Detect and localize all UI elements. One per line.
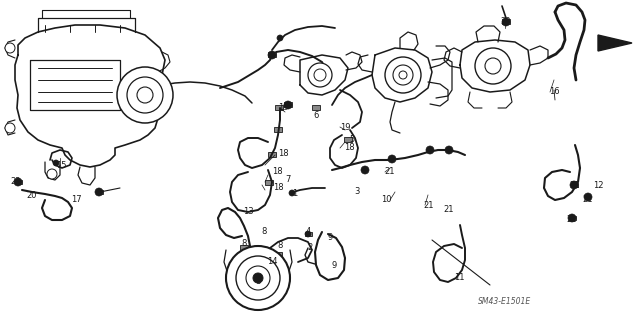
FancyBboxPatch shape	[274, 127, 282, 132]
Text: SM43-E1501E: SM43-E1501E	[478, 298, 532, 307]
Text: 11: 11	[454, 273, 464, 283]
FancyBboxPatch shape	[259, 247, 267, 252]
Circle shape	[14, 178, 22, 186]
Circle shape	[95, 188, 103, 196]
Text: 20: 20	[500, 18, 511, 26]
Circle shape	[268, 51, 276, 59]
Text: 1: 1	[292, 189, 298, 197]
Text: 2: 2	[307, 243, 312, 253]
FancyBboxPatch shape	[305, 232, 312, 236]
Text: 10: 10	[381, 196, 391, 204]
Circle shape	[385, 57, 421, 93]
Text: 7: 7	[285, 175, 291, 184]
Text: 19: 19	[340, 122, 350, 131]
Circle shape	[502, 18, 510, 26]
Text: 8: 8	[241, 239, 246, 248]
Text: 17: 17	[70, 196, 81, 204]
Polygon shape	[598, 35, 632, 51]
Text: 21: 21	[424, 201, 435, 210]
FancyBboxPatch shape	[276, 260, 284, 264]
Circle shape	[117, 67, 173, 123]
FancyBboxPatch shape	[568, 216, 575, 220]
Circle shape	[226, 246, 290, 310]
FancyBboxPatch shape	[570, 183, 577, 187]
Circle shape	[568, 214, 576, 222]
Text: 19: 19	[278, 103, 288, 113]
Circle shape	[475, 48, 511, 84]
Text: 12: 12	[593, 181, 604, 189]
Circle shape	[314, 69, 326, 81]
Circle shape	[445, 146, 453, 154]
Circle shape	[485, 58, 501, 74]
Circle shape	[236, 256, 280, 300]
Circle shape	[253, 273, 263, 283]
Text: 3: 3	[355, 188, 360, 197]
Circle shape	[308, 63, 332, 87]
Text: 14: 14	[267, 257, 277, 266]
Text: 21: 21	[583, 196, 593, 204]
Text: 8: 8	[277, 241, 283, 249]
FancyBboxPatch shape	[275, 105, 283, 110]
Circle shape	[5, 43, 15, 53]
FancyBboxPatch shape	[240, 245, 248, 250]
Text: 18: 18	[344, 144, 355, 152]
FancyBboxPatch shape	[274, 252, 282, 257]
Circle shape	[47, 169, 57, 179]
Circle shape	[399, 71, 407, 79]
FancyBboxPatch shape	[312, 105, 320, 110]
Text: 18: 18	[278, 149, 288, 158]
Text: 18: 18	[273, 183, 284, 192]
Text: 13: 13	[243, 206, 253, 216]
Text: 18: 18	[272, 167, 282, 175]
Text: 21: 21	[567, 216, 577, 225]
FancyBboxPatch shape	[268, 52, 276, 57]
Circle shape	[305, 231, 311, 237]
Circle shape	[5, 123, 15, 133]
FancyBboxPatch shape	[15, 180, 22, 184]
FancyBboxPatch shape	[265, 180, 273, 185]
Circle shape	[361, 166, 369, 174]
FancyBboxPatch shape	[95, 190, 102, 194]
Text: 21: 21	[385, 167, 396, 175]
FancyBboxPatch shape	[284, 102, 292, 107]
FancyBboxPatch shape	[502, 19, 510, 24]
Text: 20: 20	[27, 190, 37, 199]
Circle shape	[137, 87, 153, 103]
Circle shape	[284, 101, 292, 109]
Text: 5: 5	[349, 135, 355, 144]
Text: 8: 8	[261, 227, 267, 236]
Circle shape	[426, 146, 434, 154]
Circle shape	[388, 155, 396, 163]
Circle shape	[570, 181, 578, 189]
Text: FR.: FR.	[600, 38, 621, 48]
Text: 15: 15	[56, 160, 67, 169]
Text: 9: 9	[328, 234, 333, 242]
Circle shape	[289, 190, 295, 196]
Circle shape	[246, 266, 270, 290]
Circle shape	[53, 160, 59, 166]
Text: 8: 8	[255, 277, 260, 286]
FancyBboxPatch shape	[264, 279, 272, 284]
Circle shape	[277, 35, 283, 41]
Text: 21: 21	[444, 205, 454, 214]
Text: 4: 4	[305, 227, 310, 236]
Text: 9: 9	[332, 261, 337, 270]
Text: 21: 21	[570, 181, 580, 189]
Circle shape	[584, 193, 592, 201]
Text: 16: 16	[548, 87, 559, 97]
Circle shape	[393, 65, 413, 85]
FancyBboxPatch shape	[344, 137, 352, 142]
Text: 6: 6	[314, 110, 319, 120]
Text: 22: 22	[11, 177, 21, 187]
Circle shape	[127, 77, 163, 113]
FancyBboxPatch shape	[268, 152, 276, 157]
